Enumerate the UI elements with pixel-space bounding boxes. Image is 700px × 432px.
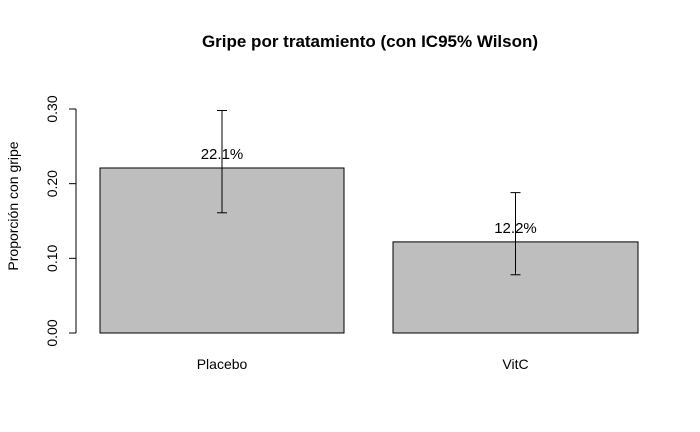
x-tick-label: Placebo bbox=[197, 356, 248, 372]
bars bbox=[99, 167, 639, 334]
bar-vitc bbox=[392, 241, 639, 334]
y-tick-label: 0.00 bbox=[44, 319, 60, 346]
y-tick-label: 0.20 bbox=[44, 170, 60, 197]
data-label: 12.2% bbox=[494, 220, 537, 237]
y-axis: 0.00 0.10 0.20 0.30 bbox=[44, 95, 77, 347]
y-tick-label: 0.10 bbox=[44, 244, 60, 271]
chart-title: Gripe por tratamiento (con IC95% Wilson) bbox=[202, 32, 538, 51]
data-labels: 22.1% 12.2% bbox=[201, 146, 537, 237]
y-axis-label: Proporción con gripe bbox=[5, 141, 21, 270]
data-label: 22.1% bbox=[201, 146, 244, 163]
x-tick-label: VitC bbox=[502, 356, 528, 372]
y-tick-label: 0.30 bbox=[44, 95, 60, 122]
error-bars bbox=[217, 109, 521, 276]
x-tick-labels: Placebo VitC bbox=[197, 356, 529, 372]
